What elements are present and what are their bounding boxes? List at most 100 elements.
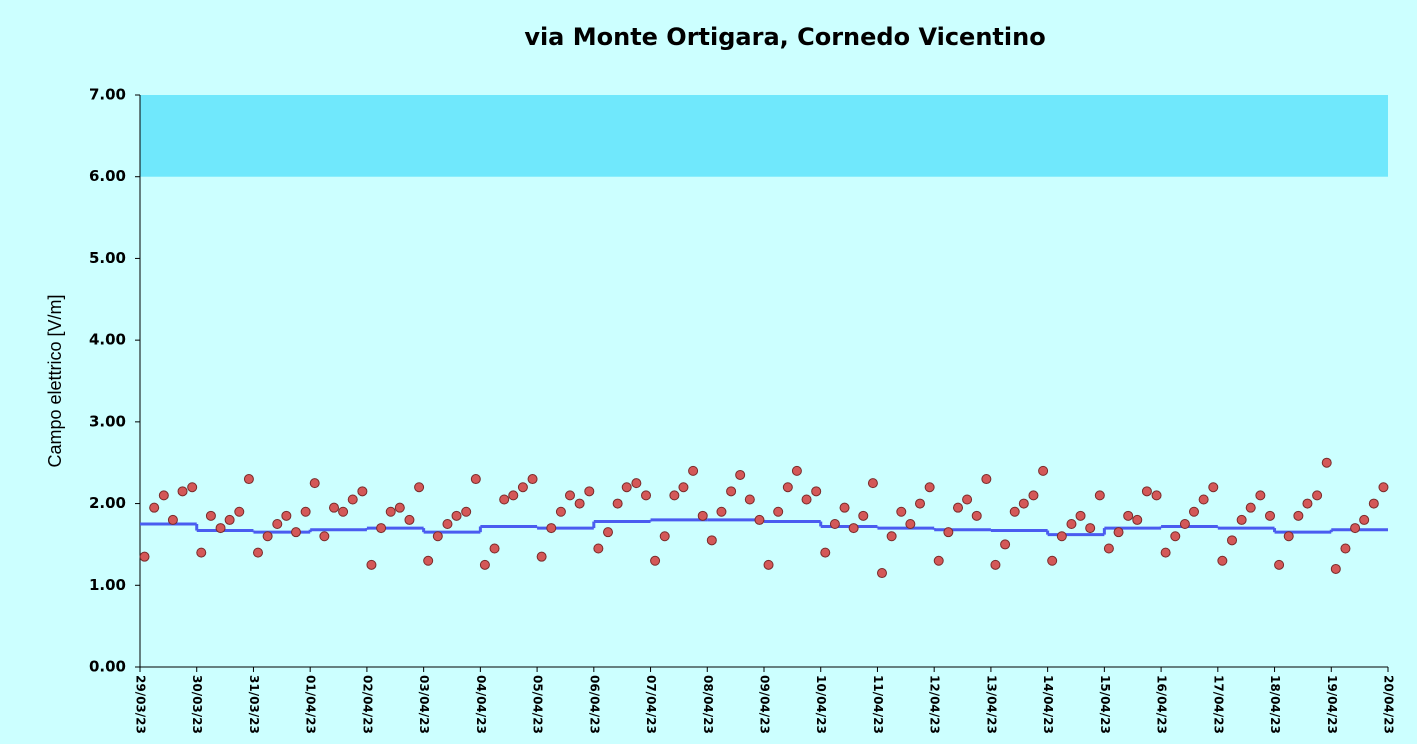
point xyxy=(906,520,915,529)
point xyxy=(764,560,773,569)
point xyxy=(263,532,272,541)
point xyxy=(424,556,433,565)
point xyxy=(632,479,641,488)
point xyxy=(565,491,574,500)
point xyxy=(613,499,622,508)
limit-band xyxy=(140,95,1388,177)
point xyxy=(651,556,660,565)
point xyxy=(849,524,858,533)
point xyxy=(755,515,764,524)
point xyxy=(1237,515,1246,524)
point xyxy=(330,503,339,512)
y-tick-label: 2.00 xyxy=(89,494,126,512)
point xyxy=(1067,520,1076,529)
point xyxy=(1284,532,1293,541)
point xyxy=(660,532,669,541)
point xyxy=(1086,524,1095,533)
point xyxy=(954,503,963,512)
point xyxy=(1095,491,1104,500)
point xyxy=(1010,507,1019,516)
point xyxy=(1133,515,1142,524)
point xyxy=(887,532,896,541)
point xyxy=(1360,515,1369,524)
point xyxy=(443,520,452,529)
point xyxy=(197,548,206,557)
point xyxy=(982,475,991,484)
point xyxy=(1114,528,1123,537)
point xyxy=(670,491,679,500)
point xyxy=(235,507,244,516)
point xyxy=(1076,511,1085,520)
y-tick-label: 7.00 xyxy=(89,86,126,104)
point xyxy=(310,479,319,488)
point xyxy=(282,511,291,520)
point xyxy=(500,495,509,504)
point xyxy=(1266,511,1275,520)
point xyxy=(1303,499,1312,508)
point xyxy=(727,487,736,496)
x-tick-label: 05/04/23 xyxy=(531,675,545,734)
point xyxy=(575,499,584,508)
point xyxy=(537,552,546,561)
y-tick-label: 6.00 xyxy=(89,167,126,185)
x-tick-label: 30/03/23 xyxy=(190,675,204,734)
point xyxy=(1142,487,1151,496)
point xyxy=(1313,491,1322,500)
point xyxy=(877,569,886,578)
point xyxy=(528,475,537,484)
point xyxy=(1039,466,1048,475)
point xyxy=(689,466,698,475)
chart-title: via Monte Ortigara, Cornedo Vicentino xyxy=(524,23,1045,51)
chart: via Monte Ortigara, Cornedo Vicentino Ca… xyxy=(0,0,1417,744)
point xyxy=(339,507,348,516)
point xyxy=(471,475,480,484)
point xyxy=(1152,491,1161,500)
point xyxy=(812,487,821,496)
point xyxy=(868,479,877,488)
y-tick-label: 1.00 xyxy=(89,576,126,594)
point xyxy=(320,532,329,541)
x-tick-label: 18/04/23 xyxy=(1268,675,1282,734)
x-tick-label: 14/04/23 xyxy=(1041,675,1055,734)
y-tick-label: 5.00 xyxy=(89,249,126,267)
point xyxy=(490,544,499,553)
x-tick-label: 02/04/23 xyxy=(360,675,374,734)
point xyxy=(1369,499,1378,508)
point xyxy=(301,507,310,516)
point xyxy=(377,524,386,533)
point xyxy=(509,491,518,500)
point xyxy=(1294,511,1303,520)
x-tick-label: 17/04/23 xyxy=(1211,675,1225,734)
point xyxy=(1124,511,1133,520)
y-tick-label: 0.00 xyxy=(89,658,126,676)
point xyxy=(698,511,707,520)
x-tick-label: 01/04/23 xyxy=(304,675,318,734)
point xyxy=(745,495,754,504)
point xyxy=(1019,499,1028,508)
point xyxy=(273,520,282,529)
point xyxy=(1246,503,1255,512)
y-tick-label: 3.00 xyxy=(89,412,126,430)
point xyxy=(972,511,981,520)
point xyxy=(159,491,168,500)
point xyxy=(840,503,849,512)
x-tick-label: 07/04/23 xyxy=(644,675,658,734)
point xyxy=(916,499,925,508)
point xyxy=(1351,524,1360,533)
point xyxy=(1171,532,1180,541)
point xyxy=(168,515,177,524)
point xyxy=(1256,491,1265,500)
point xyxy=(783,483,792,492)
point xyxy=(1104,544,1113,553)
point xyxy=(707,536,716,545)
point xyxy=(925,483,934,492)
point xyxy=(1275,560,1284,569)
point xyxy=(292,528,301,537)
point xyxy=(348,495,357,504)
point xyxy=(1029,491,1038,500)
point xyxy=(358,487,367,496)
point xyxy=(452,511,461,520)
point xyxy=(386,507,395,516)
point xyxy=(594,544,603,553)
point xyxy=(802,495,811,504)
